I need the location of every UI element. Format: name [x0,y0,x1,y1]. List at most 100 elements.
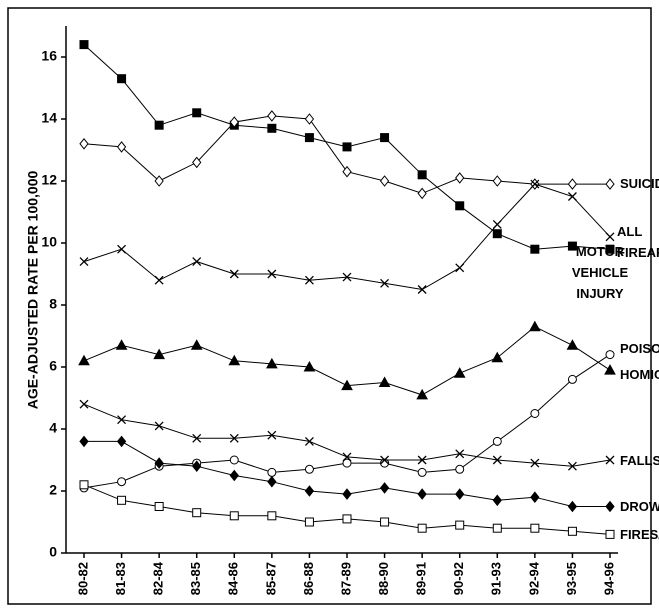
marker [229,433,239,443]
x-tick-label: 85-87 [263,562,278,595]
marker [380,517,390,527]
marker [455,263,465,273]
marker [342,458,352,468]
marker [117,477,127,487]
series-label: SUICIDE [620,176,659,191]
marker [455,520,465,530]
marker [117,495,127,505]
y-tick-label: 16 [41,48,57,64]
marker [341,379,353,391]
marker [605,350,615,360]
x-tick-label: 91-93 [489,562,504,595]
marker [378,376,391,387]
y-tick-label: 14 [41,110,57,126]
marker [267,467,277,477]
marker [304,485,315,497]
marker [154,502,164,511]
x-tick-label: 94-96 [601,562,616,595]
marker [455,201,465,211]
marker [79,435,89,448]
marker [267,269,277,279]
marker [530,491,540,504]
marker [192,108,202,118]
marker [342,272,352,282]
marker [492,219,502,229]
marker [342,514,352,524]
marker [304,113,315,125]
marker [530,179,540,189]
x-tick-label: 90-92 [451,562,466,595]
marker [455,464,465,474]
marker [342,142,352,152]
marker [380,278,390,288]
marker [229,455,239,465]
x-tick-label: 89-91 [414,562,429,595]
x-tick-label: 87-89 [338,562,353,595]
y-tick-label: 6 [49,358,57,374]
frame [7,7,652,605]
marker [192,257,202,267]
marker [229,511,239,521]
marker [229,469,239,482]
x-tick-label: 80-82 [75,562,90,595]
marker [530,244,540,254]
marker [115,339,128,350]
marker [116,435,127,448]
marker [229,116,239,128]
marker [491,351,504,363]
marker [267,110,277,122]
marker [492,175,502,187]
series-label: FIRES/BURNS [620,527,659,542]
marker [417,285,427,294]
marker [267,430,277,440]
marker [79,40,89,50]
marker [567,526,577,536]
marker [380,133,390,143]
marker [605,529,615,539]
marker [379,175,390,187]
x-tick-label: 93-95 [564,562,579,595]
x-tick-label: 92-94 [526,561,541,595]
marker [492,455,502,465]
marker [492,229,502,239]
marker [455,488,465,500]
y-tick-label: 2 [49,482,57,498]
marker [79,137,89,150]
marker [417,187,427,200]
marker [229,269,239,279]
marker [267,123,277,133]
marker [267,475,277,488]
marker [117,415,127,425]
marker [342,488,352,500]
marker [304,464,314,474]
marker [567,241,577,251]
marker [605,244,615,254]
marker [417,467,427,477]
series-line [83,183,611,291]
marker [492,436,502,446]
marker [267,511,277,521]
marker [303,360,316,372]
series-label: FALLS [620,453,659,468]
marker [492,494,502,507]
marker [154,275,164,285]
marker [417,488,427,500]
marker [266,357,278,369]
marker [342,165,352,178]
marker [79,399,89,409]
marker [192,508,202,518]
marker [604,364,616,375]
y-tick-label: 10 [41,234,57,250]
series-label: DROWNING [620,499,659,514]
x-tick-label: 81-83 [113,562,128,595]
marker [567,192,577,201]
series-label: MOTOR VEHICLE INJURY [571,244,629,301]
marker [116,141,127,153]
marker [153,348,165,360]
marker [342,452,352,462]
marker [530,523,540,533]
marker [79,257,89,267]
marker [154,421,164,431]
